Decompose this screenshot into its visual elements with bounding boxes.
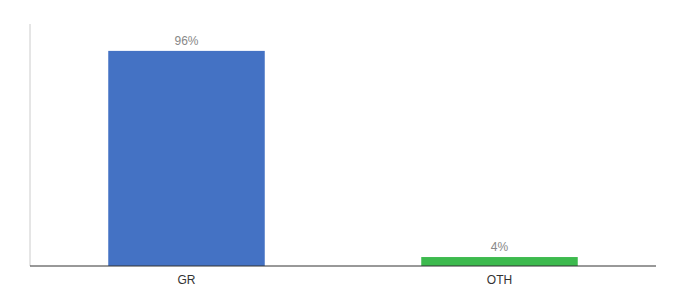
plot-area: GR OTH 96% 4% [30, 24, 656, 287]
bar [421, 257, 578, 266]
data-label: 4% [491, 240, 509, 254]
x-tick-label: GR [178, 273, 196, 287]
x-tick-label: OTH [487, 273, 512, 287]
data-label: 96% [174, 34, 198, 48]
y-axis-line [30, 24, 31, 266]
bar [108, 51, 265, 266]
chart-container: GR OTH 96% 4% [0, 0, 680, 300]
bars [108, 51, 578, 266]
x-axis-line [30, 266, 656, 267]
chart-svg: GR OTH 96% 4% [0, 0, 680, 300]
